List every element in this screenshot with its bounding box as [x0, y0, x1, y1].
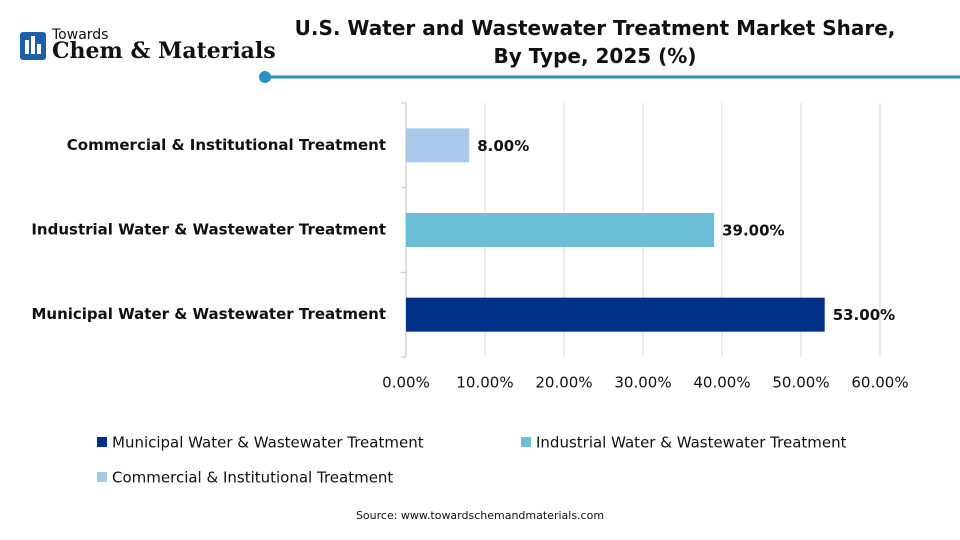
x-tick-label: 0.00%	[382, 374, 430, 392]
legend-label: Industrial Water & Wastewater Treatment	[536, 434, 847, 452]
logo-name: Chem & Materials	[52, 38, 276, 64]
legend-swatch	[97, 472, 107, 482]
y-tick-label: Industrial Water & Wastewater Treatment	[31, 221, 386, 239]
source: Source: www.towardschemandmaterials.com	[356, 509, 604, 522]
legend-label: Commercial & Institutional Treatment	[112, 469, 393, 487]
x-tick-label: 50.00%	[772, 374, 829, 392]
x-tick-label: 30.00%	[614, 374, 671, 392]
legend-swatch	[97, 437, 107, 447]
logo-icon	[20, 32, 46, 60]
logo-top: Towards	[51, 27, 108, 43]
data-label: 53.00%	[833, 306, 895, 324]
legend-swatch	[521, 437, 531, 447]
data-label: 39.00%	[722, 222, 784, 240]
data-label: 8.00%	[477, 137, 529, 155]
x-tick-label: 60.00%	[851, 374, 908, 392]
x-tick-label: 40.00%	[693, 374, 750, 392]
x-tick-label: 20.00%	[535, 374, 592, 392]
y-tick-label: Municipal Water & Wastewater Treatment	[31, 305, 386, 323]
chart-title: U.S. Water and Wastewater Treatment Mark…	[294, 16, 896, 68]
bar	[406, 297, 825, 332]
legend-label: Municipal Water & Wastewater Treatment	[112, 434, 424, 452]
bar	[406, 128, 470, 163]
y-tick-label: Commercial & Institutional Treatment	[67, 136, 386, 154]
x-tick-label: 10.00%	[456, 374, 513, 392]
bar	[406, 213, 715, 247]
divider-dot	[259, 71, 271, 83]
